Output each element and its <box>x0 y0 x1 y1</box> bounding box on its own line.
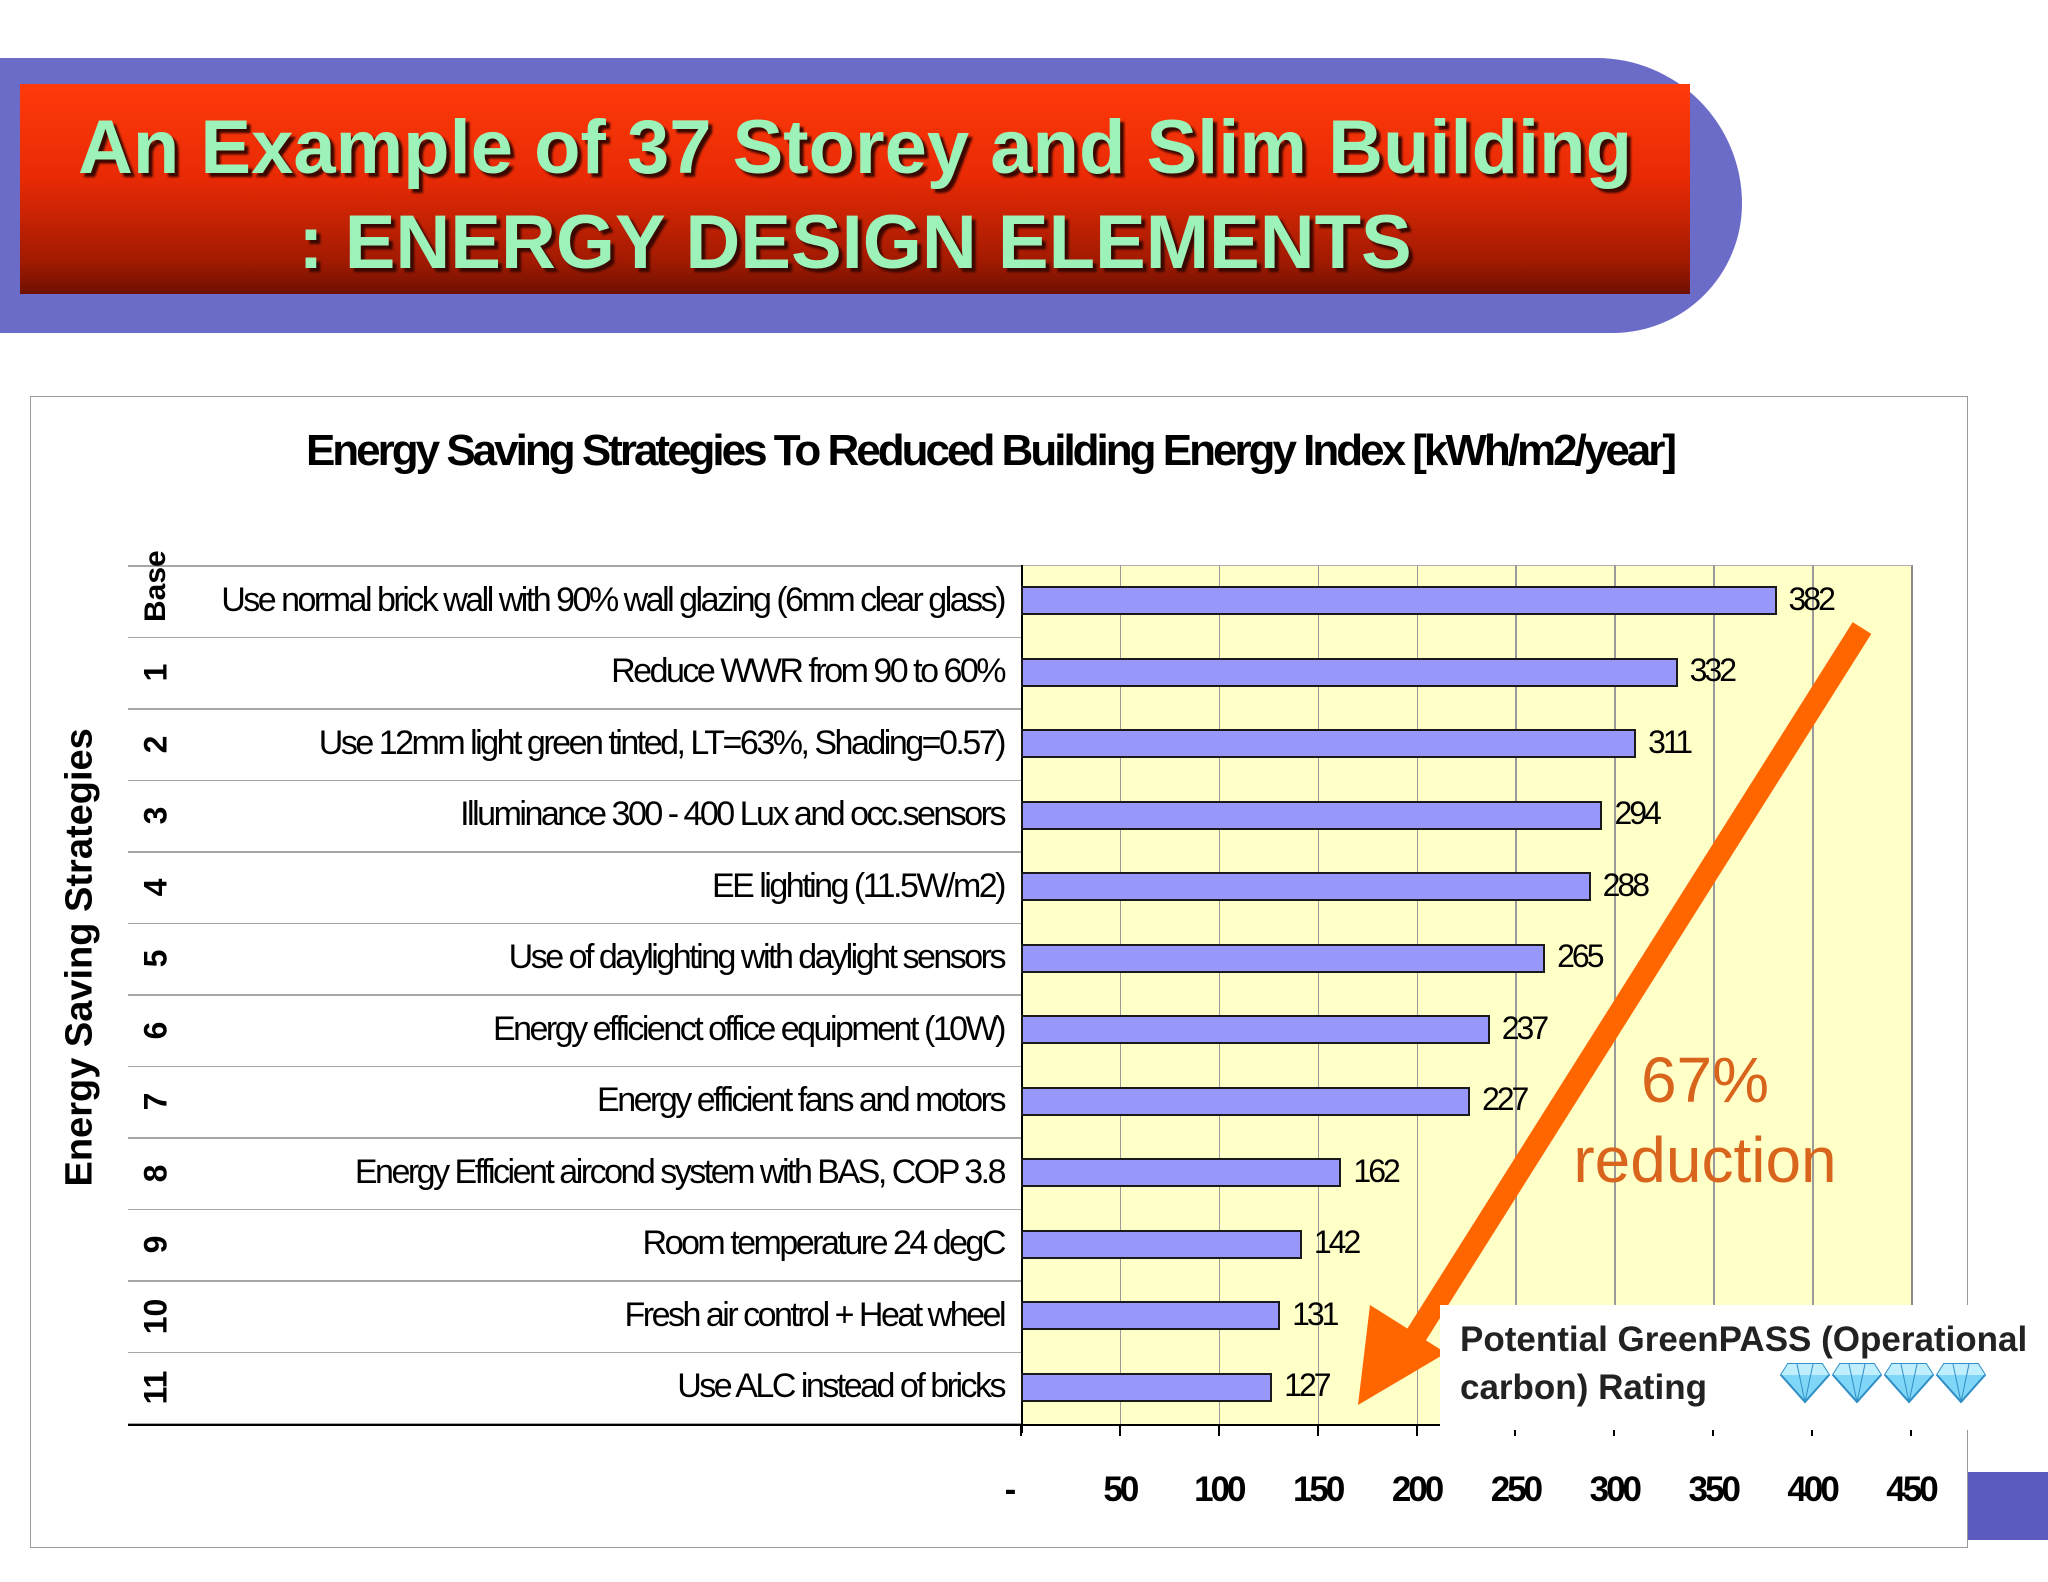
bar <box>1021 800 1603 830</box>
category-label: Energy Efficient aircond system with BAS… <box>354 1152 1007 1191</box>
x-tick-label: 100 <box>1194 1470 1246 1509</box>
rating-text-line2: carbon) Rating <box>1460 1368 1707 1407</box>
plot-area <box>1021 565 1913 1426</box>
category-label: Energy efficienct office equipment (10W) <box>492 1009 1007 1048</box>
reduction-arrow-shaft <box>1400 622 1872 1351</box>
bar-value-label: 227 <box>1481 1081 1529 1118</box>
gridline <box>1614 565 1616 1425</box>
x-tick <box>1712 1424 1715 1436</box>
gridline <box>1119 565 1122 1425</box>
category-label: Fresh air control + Heat wheel <box>624 1295 1007 1334</box>
x-tick <box>1514 1424 1517 1436</box>
x-tick-label: - <box>1004 1470 1017 1509</box>
bar <box>1021 1086 1470 1116</box>
row-separator <box>128 1423 1021 1425</box>
x-tick-label: 50 <box>1103 1470 1139 1509</box>
row-separator <box>128 922 1021 924</box>
x-tick-label: 250 <box>1490 1470 1543 1509</box>
corner-decoration <box>1968 1472 2048 1540</box>
rating-text-line1: Potential GreenPASS (Operational <box>1460 1320 2028 1359</box>
bar-value-label: 127 <box>1284 1367 1331 1404</box>
reduction-percent: 67% <box>1640 1044 1770 1116</box>
row-separator <box>128 779 1021 781</box>
x-tick-label: 400 <box>1787 1470 1839 1509</box>
row-separator <box>128 1280 1021 1282</box>
bar <box>1021 1301 1281 1331</box>
bar <box>1021 1372 1273 1402</box>
bar <box>1021 1229 1302 1259</box>
bar-value-label: 311 <box>1648 723 1693 760</box>
slide-title-line2: : ENERGY DESIGN ELEMENTS <box>298 200 1412 285</box>
bar-value-label: 131 <box>1292 1295 1339 1332</box>
x-tick <box>1811 1424 1814 1436</box>
row-separator <box>128 636 1021 638</box>
x-tick-label: 350 <box>1688 1470 1741 1509</box>
x-tick <box>1415 1424 1418 1436</box>
reduction-arrow-head <box>1358 1305 1446 1405</box>
diamond-icon <box>1832 1363 1882 1404</box>
bar <box>1021 657 1678 687</box>
bar <box>1021 872 1591 902</box>
diamond-icon <box>1936 1363 1986 1404</box>
x-tick <box>1316 1424 1319 1436</box>
bar <box>1021 586 1777 616</box>
x-tick-label: 450 <box>1886 1470 1938 1509</box>
bar-value-label: 332 <box>1689 652 1737 689</box>
category-label: Illuminance 300 - 400 Lux and occ.sensor… <box>460 795 1006 834</box>
bar-value-label: 142 <box>1313 1224 1361 1261</box>
row-separator <box>128 994 1021 996</box>
x-tick-label: 150 <box>1292 1470 1345 1509</box>
bar-value-label: 382 <box>1788 580 1836 617</box>
bar-value-label: 237 <box>1501 1009 1549 1046</box>
bar-value-label: 294 <box>1614 795 1661 832</box>
bar-value-label: 162 <box>1353 1152 1400 1189</box>
row-separator <box>128 1137 1021 1139</box>
chart-title: Energy Saving Strategies To Reduced Buil… <box>305 426 1677 475</box>
bar <box>1021 1015 1490 1045</box>
category-label: Use ALC instead of bricks <box>677 1367 1006 1406</box>
category-label: Use normal brick wall with 90% wall glaz… <box>221 580 1006 619</box>
category-label: Room temperature 24 degC <box>642 1224 1007 1263</box>
row-separator <box>128 1351 1021 1353</box>
row-separator <box>128 565 1021 567</box>
gridline <box>1218 565 1221 1425</box>
reduction-word: reduction <box>1573 1124 1837 1196</box>
row-separator <box>128 851 1021 853</box>
x-tick <box>1613 1424 1616 1436</box>
title-banner <box>20 84 1690 294</box>
slide-title: An Example of 37 Storey and Slim Buildin… <box>20 100 1690 290</box>
gridline <box>1416 565 1419 1425</box>
gridline <box>1317 565 1320 1425</box>
bar <box>1021 1158 1342 1188</box>
x-tick-label: 200 <box>1391 1470 1444 1509</box>
x-tick <box>1118 1424 1121 1436</box>
category-label: EE lighting (11.5W/m2) <box>711 866 1007 905</box>
row-separator <box>128 1208 1021 1210</box>
x-tick <box>1910 1424 1912 1436</box>
category-label: Reduce WWR from 90 to 60% <box>611 652 1006 691</box>
bar-value-label: 288 <box>1602 866 1650 903</box>
gridline <box>1713 565 1715 1425</box>
category-label: Use 12mm light green tinted, LT=63%, Sha… <box>318 723 1007 762</box>
rating-text: Potential GreenPASS (Operational carbon)… <box>1460 1316 2027 1412</box>
gridline <box>1515 565 1517 1425</box>
bar <box>1021 729 1637 759</box>
diamond-icon <box>1884 1363 1934 1404</box>
bar-value-label: 265 <box>1557 938 1604 975</box>
rating-diamonds <box>1780 1360 1986 1404</box>
row-separator <box>128 1065 1021 1067</box>
bar <box>1021 943 1546 973</box>
y-axis-line <box>1021 565 1023 1433</box>
category-label: Use of daylighting with daylight sensors <box>508 938 1007 977</box>
x-tick <box>1217 1424 1220 1436</box>
row-separator <box>128 708 1021 710</box>
category-label: Energy efficient fans and motors <box>597 1081 1006 1120</box>
gridline <box>1812 565 1814 1425</box>
x-tick-label: 300 <box>1589 1470 1642 1509</box>
reduction-label: 67% reduction <box>1540 1040 1870 1200</box>
diamond-icon <box>1780 1363 1830 1404</box>
x-tick <box>1020 1424 1022 1436</box>
slide-title-line1: An Example of 37 Storey and Slim Buildin… <box>77 105 1633 190</box>
